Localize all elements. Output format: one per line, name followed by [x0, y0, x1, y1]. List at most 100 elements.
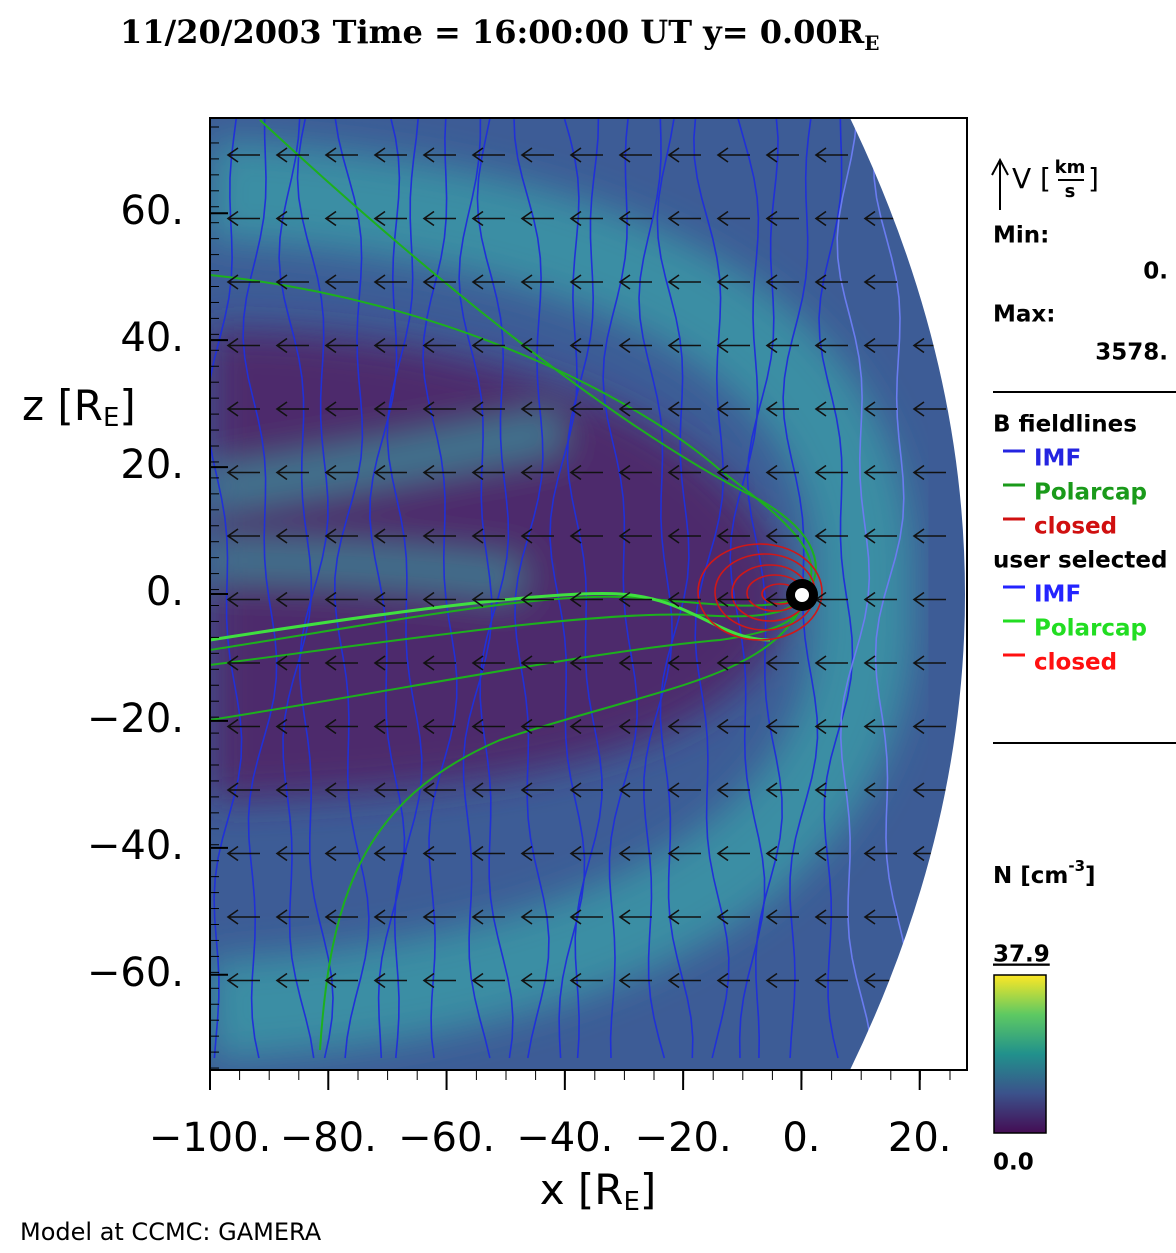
vector-arrow	[422, 210, 456, 227]
vector-arrow	[373, 782, 407, 798]
vector-arrow	[814, 401, 848, 417]
imf-line	[333, 118, 370, 1059]
vector-arrow	[226, 718, 260, 735]
vector-arrow	[716, 464, 750, 481]
vector-legend: V [ km s ] Min: 0. Max: 3578.	[991, 157, 1176, 744]
vector-arrow	[471, 845, 505, 862]
vector-arrow	[226, 655, 260, 671]
vector-arrow	[569, 528, 603, 544]
vector-arrow	[765, 655, 799, 671]
vector-arrow	[275, 464, 309, 481]
imf-line	[210, 118, 243, 1059]
vector-arrow	[618, 274, 652, 290]
vector-arrow	[569, 464, 603, 481]
vector-arrow	[716, 782, 750, 798]
imf-line	[872, 118, 910, 1059]
vector-arrow	[618, 655, 652, 671]
vector-arrow	[667, 972, 701, 989]
vector-arrow	[814, 845, 848, 862]
vector-arrow	[863, 718, 897, 735]
vector-arrow	[275, 972, 309, 989]
plot-area	[210, 118, 967, 1070]
vector-arrow	[716, 591, 750, 608]
vector-arrow	[324, 782, 358, 798]
x-axis-label: x [RE]	[540, 1165, 657, 1217]
x-tick-label: −60.	[398, 1115, 495, 1161]
vector-arrow	[765, 845, 799, 862]
imf-line	[422, 118, 458, 1059]
vector-arrow	[569, 718, 603, 735]
vector-arrow	[422, 591, 456, 608]
vector-arrow	[422, 909, 456, 925]
vector-arrow	[863, 210, 897, 227]
vector-arrow	[226, 782, 260, 798]
vector-arrow	[275, 274, 309, 290]
vector-arrow	[765, 528, 799, 544]
vector-arrow	[863, 528, 897, 544]
vector-arrow	[275, 337, 309, 354]
vector-arrow	[912, 718, 946, 735]
chart-title: 11/20/2003 Time = 16:00:00 UT y= 0.00RE	[120, 13, 879, 55]
vector-arrow	[569, 655, 603, 671]
vector-arrow	[324, 274, 358, 290]
vector-arrow	[912, 464, 946, 481]
vector-arrow	[814, 464, 848, 481]
vector-arrow	[618, 147, 652, 163]
vector-arrow	[226, 337, 260, 354]
vector-arrow	[716, 274, 750, 290]
x-tick-label: −80.	[280, 1115, 377, 1161]
vector-arrow	[716, 210, 750, 227]
vector-arrow	[471, 210, 505, 227]
vector-arrow	[912, 591, 946, 608]
vector-arrow	[275, 401, 309, 417]
vector-arrow	[814, 210, 848, 227]
min-value: 0.	[1143, 259, 1168, 285]
fieldline-legend: B fieldlines IMF Polarcap closed user select…	[993, 412, 1167, 676]
vector-arrow	[373, 845, 407, 862]
vector-arrow	[765, 210, 799, 227]
vector-arrow	[471, 655, 505, 671]
vector-arrow	[618, 909, 652, 925]
x-tick-label: −20.	[635, 1115, 732, 1161]
vector-arrow	[520, 845, 554, 862]
vector-arrow	[814, 782, 848, 798]
vector-arrow	[373, 401, 407, 417]
vector-arrow	[373, 718, 407, 735]
vector-arrow	[667, 337, 701, 354]
vector-arrow	[716, 337, 750, 354]
vector-arrow	[667, 210, 701, 227]
vector-arrow	[275, 528, 309, 544]
colorbar: N [cm-3]	[993, 857, 1096, 1134]
vector-arrow	[471, 464, 505, 481]
vector-arrow	[863, 591, 897, 608]
vector-arrow	[471, 337, 505, 354]
vector-arrow	[618, 464, 652, 481]
vector-arrow	[765, 718, 799, 735]
vector-arrow	[520, 464, 554, 481]
vector-arrow	[324, 464, 358, 481]
vector-arrow	[275, 845, 309, 862]
vector-arrow	[520, 210, 554, 227]
vector-arrow	[275, 210, 309, 227]
vector-arrow	[667, 464, 701, 481]
vector-arrow	[422, 718, 456, 735]
vector-arrow	[569, 591, 603, 608]
x-tick-label: −100.	[149, 1115, 272, 1161]
vector-arrow	[863, 464, 897, 481]
imf-line	[836, 118, 874, 1059]
vector-arrow	[569, 972, 603, 989]
vector-arrow	[520, 591, 554, 608]
vector-arrow	[569, 274, 603, 290]
imf-line	[602, 118, 638, 1059]
imf-line	[566, 118, 603, 1059]
vector-arrow	[324, 591, 358, 608]
vector-arrow	[765, 337, 799, 354]
vector-arrow	[912, 528, 946, 544]
vector-symbol-end: ]	[1088, 162, 1099, 195]
vector-arrow	[667, 718, 701, 735]
vector-arrow	[667, 909, 701, 925]
imf-line	[386, 118, 423, 1059]
vector-arrow	[520, 147, 554, 163]
legend-entry: closed	[1034, 514, 1117, 540]
